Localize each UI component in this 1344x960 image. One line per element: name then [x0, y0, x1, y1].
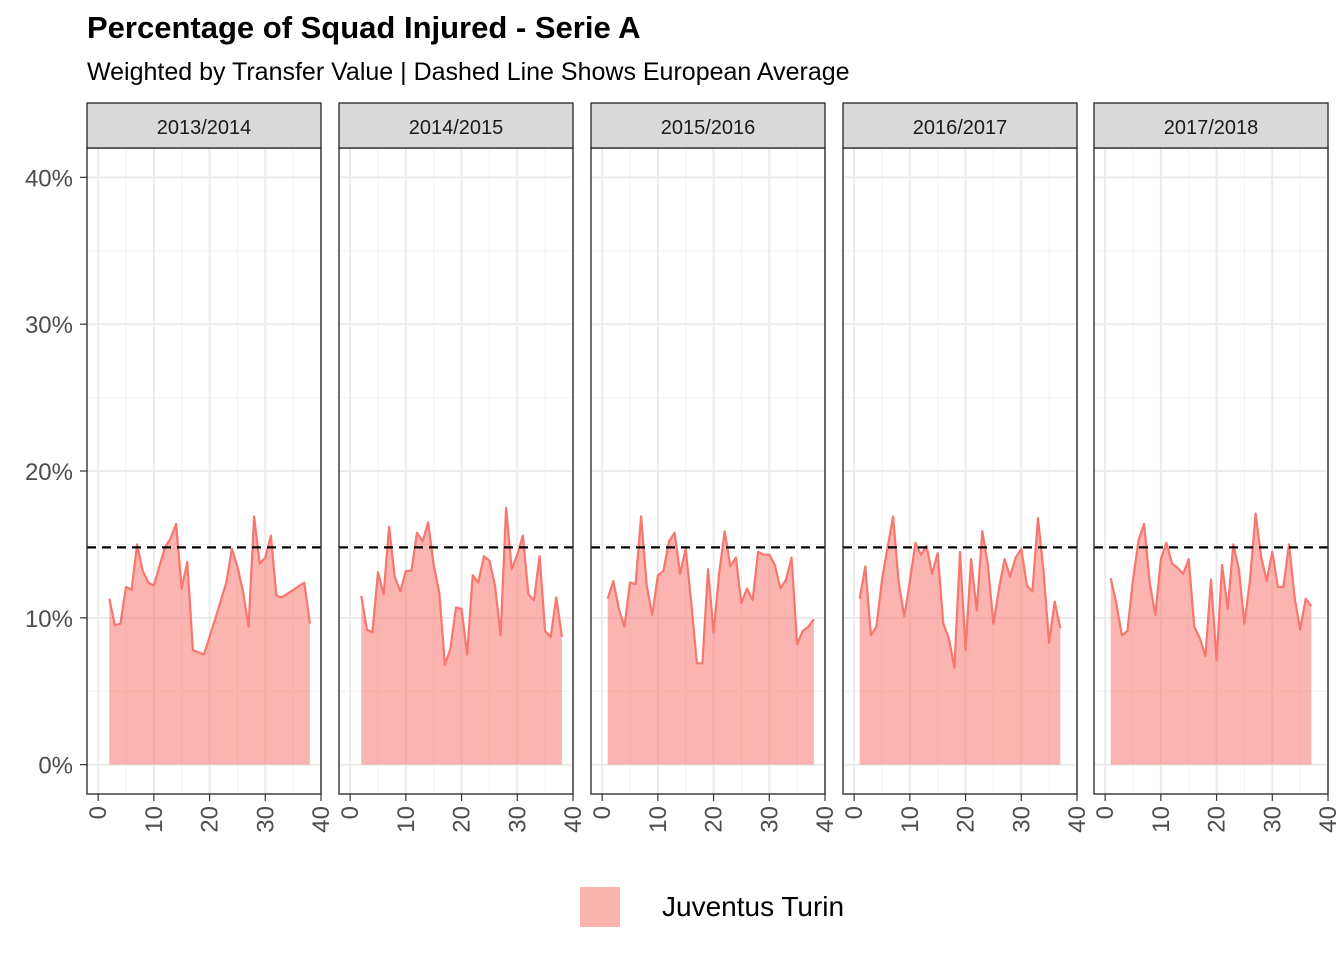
- x-tick-label: 0: [1092, 806, 1119, 819]
- x-tick-label: 30: [756, 806, 783, 833]
- x-tick-label: 10: [393, 806, 420, 833]
- x-tick-label: 40: [560, 806, 587, 833]
- x-tick-label: 20: [449, 806, 476, 833]
- x-tick-label: 30: [504, 806, 531, 833]
- faceted-area-chart: 0% 10% 20% 30% 40% 2013/2014 0 10 20 30 40 2014/201…: [25, 102, 1342, 833]
- x-tick-label: 40: [1315, 806, 1342, 833]
- series-line-2013/2014: [108, 515, 311, 656]
- series-area-2015/2016: [607, 516, 814, 765]
- series-area-2013/2014: [109, 516, 310, 765]
- y-tick-label: 40%: [25, 165, 73, 192]
- legend-label-juventus: Juventus Turin: [662, 891, 845, 922]
- series-line-2017/2018: [1109, 512, 1313, 662]
- x-tick-label: 20: [701, 806, 728, 833]
- legend: Juventus Turin: [580, 884, 844, 930]
- x-tick-label: 30: [252, 806, 279, 833]
- x-tick-label: 10: [645, 806, 672, 833]
- facet-strip: [842, 102, 1078, 149]
- x-tick-label: 0: [85, 806, 112, 819]
- facet-strip-label: 2017/2018: [1164, 117, 1259, 139]
- x-tick-label: 40: [308, 806, 335, 833]
- y-tick-label: 10%: [25, 606, 73, 633]
- y-tick-label: 0%: [38, 753, 73, 780]
- x-tick-label: 40: [812, 806, 839, 833]
- facet-strip: [86, 102, 322, 149]
- series-line-2014/2015: [360, 506, 563, 666]
- x-tick-label: 10: [1148, 806, 1175, 833]
- facet-strip: [1093, 102, 1329, 149]
- series-area-2014/2015: [361, 507, 562, 765]
- facet-strip-label: 2013/2014: [157, 117, 252, 139]
- series-line-2015/2016: [606, 515, 815, 665]
- x-tick-label: 30: [1259, 806, 1286, 833]
- x-tick-label: 0: [841, 806, 868, 819]
- facet-strip-label: 2016/2017: [913, 117, 1008, 139]
- x-tick-label: 20: [953, 806, 980, 833]
- facet-strip: [590, 102, 826, 149]
- x-tick-label: 30: [1008, 806, 1035, 833]
- y-tick-label: 20%: [25, 459, 73, 486]
- x-tick-label: 10: [141, 806, 168, 833]
- series-area-2016/2017: [859, 516, 1061, 765]
- facet-strip: [338, 102, 574, 149]
- x-tick-label: 20: [197, 806, 224, 833]
- y-tick-label: 30%: [25, 312, 73, 339]
- facet-strip-label: 2014/2015: [409, 117, 504, 139]
- x-tick-label: 0: [337, 806, 364, 819]
- x-tick-label: 20: [1204, 806, 1231, 833]
- legend-key-juventus: [580, 887, 620, 927]
- series-area-2017/2018: [1110, 513, 1312, 765]
- x-tick-label: 40: [1064, 806, 1091, 833]
- x-tick-label: 0: [589, 806, 616, 819]
- x-tick-label: 10: [897, 806, 924, 833]
- series-line-2016/2017: [858, 515, 1062, 669]
- facet-strip-label: 2015/2016: [661, 117, 756, 139]
- chart-title: Percentage of Squad Injured - Serie A: [87, 10, 641, 45]
- chart-subtitle: Weighted by Transfer Value | Dashed Line…: [87, 58, 850, 86]
